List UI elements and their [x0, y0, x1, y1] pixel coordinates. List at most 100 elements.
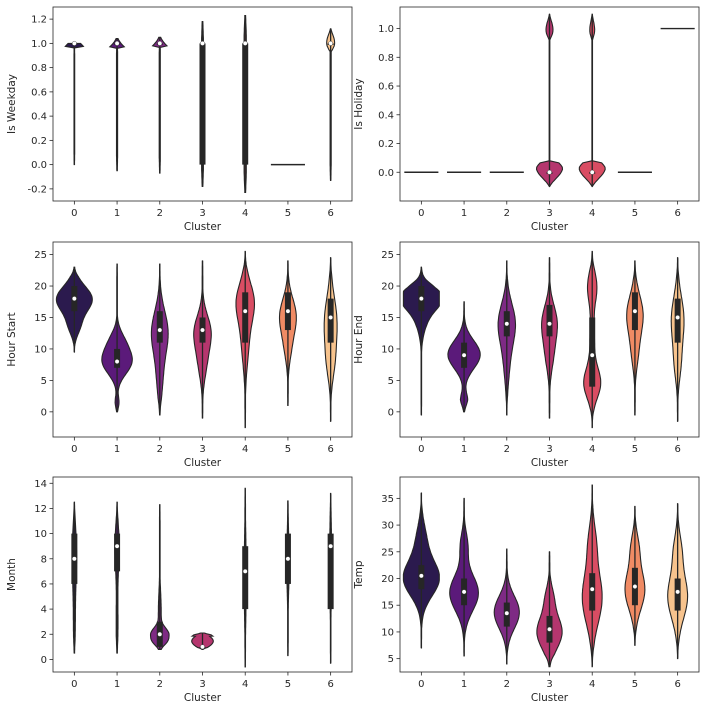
violin-median — [461, 352, 467, 358]
violin-median — [242, 568, 248, 574]
violin-median — [418, 573, 424, 579]
violin-cluster-1 — [101, 263, 133, 413]
y-tick: 0.8 — [378, 53, 400, 64]
violin-cluster-6 — [326, 28, 336, 181]
x-tick-label: 6 — [327, 679, 333, 690]
x-tick: 3 — [199, 437, 206, 455]
y-tick: 0.0 — [378, 168, 400, 179]
x-tick-label: 6 — [674, 208, 680, 219]
y-tick: 10 — [381, 627, 400, 638]
y-tick-label: 0 — [41, 655, 47, 666]
violin-iqr-box — [327, 298, 334, 343]
x-axis-label: Cluster — [531, 457, 569, 469]
y-tick: 12 — [34, 504, 53, 515]
x-tick-label: 5 — [285, 679, 291, 690]
violin-median — [547, 169, 552, 175]
violin-iqr-box — [327, 533, 334, 610]
x-tick: 4 — [589, 201, 595, 219]
x-tick-label: 2 — [157, 444, 163, 455]
y-tick: 15 — [381, 601, 400, 612]
x-tick: 0 — [71, 672, 78, 690]
violin-median — [71, 556, 77, 562]
violin-iqr-box — [546, 304, 553, 337]
x-tick-label: 5 — [632, 444, 638, 455]
y-axis-label: Month — [6, 558, 18, 591]
violin-cluster-1 — [108, 37, 126, 172]
x-tick: 5 — [632, 437, 638, 455]
violin-cluster-4 — [242, 487, 249, 668]
x-tick: 3 — [199, 201, 206, 219]
x-tick: 6 — [327, 672, 334, 690]
y-tick: 15 — [381, 313, 400, 324]
y-tick: 0.2 — [31, 136, 53, 147]
violin-cluster-5 — [624, 505, 646, 646]
x-tick-label: 1 — [461, 444, 467, 455]
violin-iqr-box — [674, 578, 681, 611]
x-tick: 2 — [157, 672, 163, 690]
y-tick-label: 0.6 — [31, 87, 47, 98]
y-tick-label: 25 — [381, 547, 394, 558]
y-tick: 0.0 — [31, 160, 53, 171]
y-tick-label: 0.4 — [378, 110, 394, 121]
violin-cluster-2 — [493, 548, 520, 665]
y-tick-label: 15 — [34, 313, 47, 324]
y-tick: 6 — [41, 579, 53, 590]
violin-median — [157, 40, 163, 46]
x-tick: 1 — [461, 672, 467, 690]
x-tick: 6 — [327, 201, 334, 219]
y-axis-label: Is Holiday — [353, 78, 365, 129]
x-tick-label: 0 — [71, 679, 77, 690]
y-tick-label: 0.0 — [378, 168, 394, 179]
y-tick-label: 30 — [381, 521, 394, 532]
violin-cluster-2 — [150, 263, 169, 416]
y-tick-label: 25 — [381, 250, 394, 261]
violin-cluster-1 — [447, 301, 481, 413]
y-tick: 0 — [41, 655, 53, 666]
violin-cluster-3 — [199, 21, 206, 187]
x-tick-label: 1 — [114, 208, 120, 219]
x-tick-label: 5 — [632, 679, 638, 690]
subplot-6: 5 10 15 20 25 30 35 0 1 2 3 4 5 6 Cluster Temp — [353, 476, 700, 704]
x-tick: 4 — [589, 672, 595, 690]
y-tick-label: 15 — [381, 313, 394, 324]
x-tick-label: 0 — [418, 679, 424, 690]
violin-median — [328, 543, 334, 549]
x-tick-label: 4 — [242, 679, 248, 690]
x-tick-label: 3 — [199, 679, 205, 690]
violin-median — [114, 359, 120, 364]
y-tick-label: 5 — [388, 376, 394, 387]
y-tick: 0.4 — [31, 112, 53, 123]
y-tick-label: 0.2 — [378, 139, 394, 150]
violin-median — [547, 321, 552, 327]
y-tick-label: 6 — [41, 579, 47, 590]
violin-median — [157, 327, 163, 333]
violin-cluster-6 — [667, 503, 689, 660]
x-tick-label: 1 — [461, 208, 467, 219]
x-tick: 2 — [504, 437, 510, 455]
violin-cluster-2 — [149, 504, 170, 650]
x-tick: 4 — [242, 201, 248, 219]
violin-median — [200, 40, 205, 46]
violin-median — [285, 308, 291, 314]
violin-median — [461, 589, 467, 595]
violin-median — [328, 40, 334, 46]
violin-cluster-4 — [242, 14, 249, 194]
y-tick: 20 — [381, 282, 400, 293]
y-tick: 25 — [34, 250, 53, 261]
violin-median — [71, 40, 77, 46]
y-tick: 14 — [34, 479, 53, 490]
violin-median — [71, 296, 77, 302]
y-tick: 1.0 — [378, 24, 400, 35]
x-tick: 5 — [285, 672, 291, 690]
violin-cluster-5 — [626, 260, 644, 416]
y-tick: 0.4 — [378, 110, 400, 121]
violin-median — [589, 352, 595, 358]
x-tick: 0 — [71, 201, 78, 219]
x-tick-label: 4 — [242, 444, 248, 455]
x-tick: 6 — [327, 437, 334, 455]
violin-median — [242, 40, 248, 46]
violin-cluster-0 — [55, 266, 93, 353]
x-tick-label: 6 — [674, 679, 680, 690]
violin-cluster-1 — [114, 501, 121, 654]
violin-median — [242, 308, 248, 314]
